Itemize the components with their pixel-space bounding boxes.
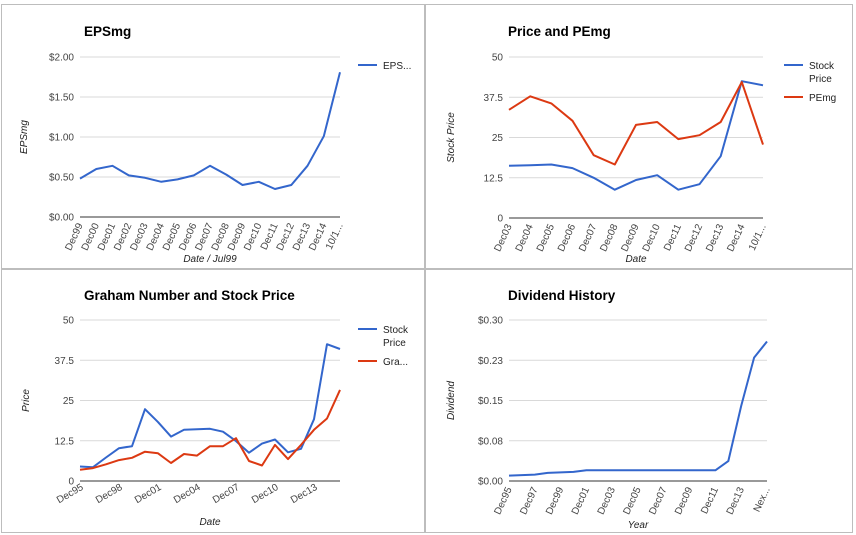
x-tick-label: Dec95 — [493, 485, 515, 516]
chart-svg: Dividend History $0.00 $0.08 $0.15 $0.23 $0.3… — [446, 288, 773, 531]
y-tick-label: $0.00 — [478, 477, 503, 488]
chart-title: Graham Number and Stock Price — [84, 288, 295, 303]
series-line-secondary — [79, 389, 341, 471]
y-axis-label: EPSmg — [19, 120, 30, 154]
legend-label: PEmg — [809, 93, 836, 104]
y-tick-label: $0.23 — [478, 356, 503, 367]
legend-label: EPS... — [383, 61, 411, 72]
y-tick-label: 0 — [68, 477, 74, 488]
y-tick-label: $0.15 — [478, 396, 503, 407]
x-tick-label: Dec12 — [683, 222, 705, 253]
x-tick-label: Dec03 — [596, 485, 618, 516]
y-tick-label: 12.5 — [55, 436, 75, 447]
x-tick-label: Dec09 — [673, 485, 695, 516]
x-tick-label: Dec01 — [133, 482, 164, 506]
x-tick-label: Dec10 — [250, 482, 281, 506]
x-tick-label: Dec99 — [544, 485, 566, 516]
x-tick-label: 10/1... — [747, 223, 769, 253]
y-tick-label: 25 — [63, 396, 75, 407]
x-tick-label: Dec13 — [289, 482, 320, 506]
chart-panel-price-and-pemg: Price and PEmg 0 12.5 25 37.5 50 Dec03 Dec04 Dec… — [425, 4, 853, 269]
chart-title: Price and PEmg — [508, 24, 611, 39]
x-tick-label: Dec13 — [725, 485, 747, 516]
chart-panel-graham-number: Graham Number and Stock Price 0 12.5 25 37.5… — [1, 269, 425, 533]
legend-label: Price — [383, 338, 406, 349]
x-tick-label: Dec11 — [699, 485, 721, 516]
x-axis-label: Year — [628, 520, 649, 531]
series-line-primary — [79, 343, 341, 469]
y-tick-label: $0.50 — [49, 173, 74, 184]
x-axis-label: Date — [625, 254, 647, 265]
y-tick-label: $0.30 — [478, 316, 503, 327]
x-tick-label: Dec03 — [493, 222, 515, 253]
x-tick-label: Dec14 — [725, 222, 747, 253]
x-tick-label: Dec04 — [514, 222, 536, 253]
x-tick-label: Dec05 — [622, 485, 644, 516]
y-axis-label: Price — [21, 389, 32, 412]
y-tick-label: $0.00 — [49, 213, 74, 224]
legend-label: Gra... — [383, 357, 408, 368]
x-tick-label: Dec06 — [556, 222, 578, 253]
y-tick-label: $1.00 — [49, 133, 74, 144]
x-tick-label: Dec01 — [570, 485, 592, 516]
legend-label: Price — [809, 74, 832, 85]
x-tick-label: Dec10 — [641, 222, 663, 253]
x-tick-label: Dec05 — [535, 222, 557, 253]
chart-svg: Graham Number and Stock Price 0 12.5 25 37.5… — [21, 288, 409, 528]
y-tick-label: 0 — [497, 214, 503, 225]
x-axis-label: Date / Jul99 — [183, 254, 237, 265]
y-tick-label: 50 — [492, 53, 504, 64]
legend-label: Stock — [809, 61, 835, 72]
x-tick-label: Dec07 — [647, 485, 669, 516]
x-tick-label: Dec13 — [704, 222, 726, 253]
chart-title: EPSmg — [84, 24, 131, 39]
series-line-primary — [79, 71, 341, 190]
x-tick-label: Dec09 — [620, 222, 642, 253]
chart-svg: Price and PEmg012.52537.550Dec03Dec04Dec… — [446, 24, 836, 265]
y-tick-label: $1.50 — [49, 93, 74, 104]
x-tick-label: Dec07 — [577, 222, 599, 253]
series-line-secondary — [508, 81, 764, 166]
x-axis-label: Date — [199, 517, 221, 528]
x-tick-label: Dec07 — [211, 482, 242, 506]
x-tick-label: Dec97 — [518, 485, 540, 516]
y-tick-label: 12.5 — [484, 173, 504, 184]
y-tick-label: 37.5 — [55, 356, 75, 367]
x-tick-label: Nex... — [752, 486, 773, 514]
y-tick-label: 50 — [63, 316, 75, 327]
y-tick-label: 37.5 — [484, 93, 504, 104]
y-axis-label: Dividend — [446, 381, 457, 420]
chart-title: Dividend History — [508, 288, 616, 303]
x-tick-label: Dec08 — [598, 222, 620, 253]
series-line-primary — [508, 80, 764, 191]
x-tick-label: Dec98 — [94, 482, 125, 506]
x-tick-label: Dec11 — [662, 222, 684, 253]
series-line-primary — [508, 340, 768, 477]
chart-panel-epsmg: EPSmg $0.00 $0.50 $1.00 $1.50 $2.00 Dec99 Dec00… — [1, 4, 425, 269]
chart-svg: EPSmg$0.00$0.50$1.00$1.50$2.00Dec99Dec00… — [19, 24, 411, 265]
chart-panel-dividend-history: Dividend History $0.00 $0.08 $0.15 $0.23 $0.3… — [425, 269, 853, 533]
y-axis-label: Stock Price — [446, 112, 457, 163]
y-tick-label: $0.08 — [478, 436, 503, 447]
y-tick-label: $2.00 — [49, 53, 74, 64]
legend-label: Stock — [383, 325, 409, 336]
y-tick-label: 25 — [492, 133, 504, 144]
x-tick-label: Dec04 — [172, 482, 203, 506]
